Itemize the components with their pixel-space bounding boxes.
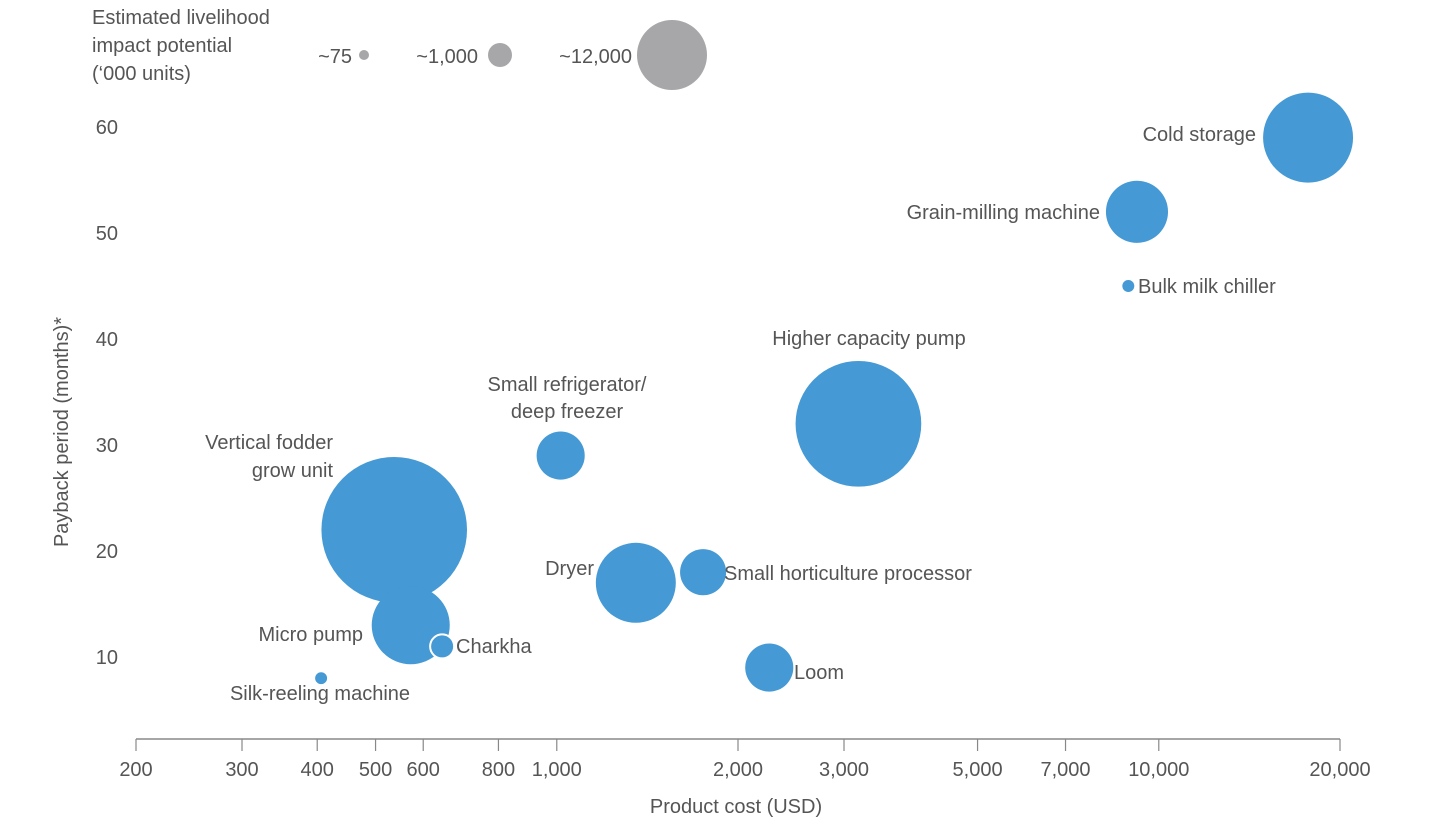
legend: Estimated livelihood impact potential (‘…: [92, 7, 707, 90]
x-tick-label: 600: [407, 759, 440, 781]
x-tick-label: 400: [301, 759, 334, 781]
data-point: Higher capacity pump: [772, 328, 966, 487]
x-tick-label: 800: [482, 759, 515, 781]
bubble-label: Grain-milling machine: [907, 202, 1100, 224]
bubble-label: Bulk milk chiller: [1138, 276, 1276, 298]
bubble: [595, 542, 676, 623]
data-point: Small horticulture processor: [680, 549, 972, 596]
x-tick-label: 10,000: [1128, 759, 1189, 781]
y-tick-label: 20: [96, 541, 118, 563]
legend-bubble: [637, 20, 707, 90]
legend-title-line-1: Estimated livelihood: [92, 7, 270, 29]
bubble: [536, 431, 585, 480]
bubble-label: Silk-reeling machine: [230, 683, 410, 705]
legend-entry-label: ~75: [318, 46, 352, 68]
bubble-label: Loom: [794, 662, 844, 684]
bubble-label: Charkha: [456, 636, 532, 658]
bubble-label: Small horticulture processor: [724, 563, 972, 585]
bubble: [795, 360, 922, 487]
data-point: Vertical fodder grow unit: [205, 432, 468, 603]
bubble: [315, 672, 328, 685]
legend-title-line-2: impact potential: [92, 35, 232, 57]
y-tick-label: 40: [96, 329, 118, 351]
bubble: [321, 457, 468, 603]
bubble: [1122, 280, 1135, 292]
y-tick-label: 50: [96, 223, 118, 245]
x-tick-label: 2,000: [713, 759, 763, 781]
data-point: Grain-milling machine: [907, 180, 1169, 243]
x-tick-label: 20,000: [1309, 759, 1370, 781]
x-tick-label: 500: [359, 759, 392, 781]
data-point: Micro pump: [259, 586, 450, 665]
legend-bubble: [359, 50, 369, 60]
data-point: Silk-reeling machine: [230, 672, 410, 705]
bubble-label: Small refrigerator/: [488, 374, 647, 396]
bubble: [1105, 180, 1169, 243]
y-tick-label: 30: [96, 435, 118, 457]
bubble: [680, 549, 727, 596]
bubble-label: grow unit: [252, 460, 334, 482]
x-tick-label: 1,000: [532, 759, 582, 781]
y-tick-label: 60: [96, 117, 118, 139]
bubble-label: Vertical fodder: [205, 432, 333, 454]
x-tick-label: 3,000: [819, 759, 869, 781]
legend-entry-label: ~1,000: [416, 46, 478, 68]
bubble-label: Micro pump: [259, 624, 363, 646]
data-point: Cold storage: [1143, 92, 1354, 183]
x-tick-label: 5,000: [953, 759, 1003, 781]
x-axis-label: Product cost (USD): [650, 796, 822, 818]
x-tick-label: 7,000: [1040, 759, 1090, 781]
legend-bubble: [488, 43, 512, 67]
legend-title-line-3: (‘000 units): [92, 63, 191, 85]
bubble-label: Dryer: [545, 558, 594, 580]
data-point: Small refrigerator/deep freezer: [488, 374, 647, 480]
x-tick-label: 200: [119, 759, 152, 781]
axes: Product cost (USD) Payback period (month…: [51, 117, 1371, 818]
bubble-label: Higher capacity pump: [772, 328, 965, 350]
legend-entry-label: ~12,000: [559, 46, 632, 68]
data-point: Charkha: [429, 633, 532, 660]
data-point: Loom: [745, 643, 844, 692]
y-tick-label: 10: [96, 647, 118, 669]
y-axis-label: Payback period (months)*: [51, 317, 73, 547]
data-point: Bulk milk chiller: [1122, 276, 1276, 298]
bubble: [429, 633, 456, 660]
bubble-label: Cold storage: [1143, 124, 1256, 146]
x-tick-label: 300: [225, 759, 258, 781]
bubble-label: deep freezer: [511, 401, 624, 423]
bubble: [1263, 92, 1354, 183]
bubble: [745, 643, 794, 692]
data-point: Dryer: [545, 542, 676, 623]
